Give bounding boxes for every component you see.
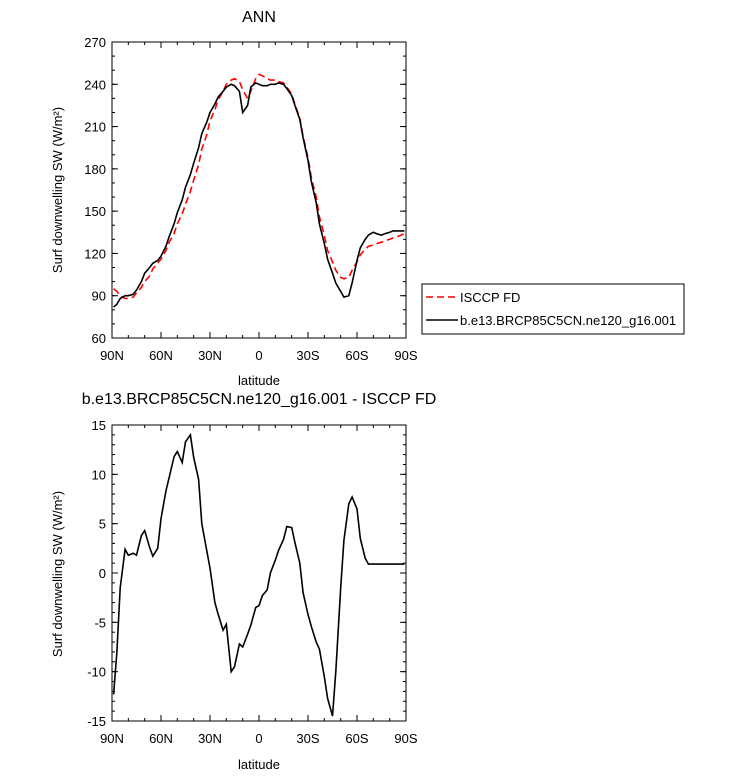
bottom-x-axis-label: latitude: [238, 757, 280, 772]
bottom-y-tick-label: 5: [99, 517, 106, 532]
top-x-tick-label: 0: [255, 348, 262, 363]
bottom-x-tick-label: 90S: [394, 731, 417, 746]
top-y-tick-label: 210: [84, 120, 106, 135]
bottom-x-tick-label: 30S: [296, 731, 319, 746]
bottom-chart-title: b.e13.BRCP85C5CN.ne120_g16.001 - ISCCP F…: [82, 391, 437, 408]
bottom-y-tick-label: 15: [92, 418, 106, 433]
bottom-x-tick-label: 90N: [100, 731, 124, 746]
top-x-tick-label: 30N: [198, 348, 222, 363]
bottom-panel: b.e13.BRCP85C5CN.ne120_g16.001 - ISCCP F…: [50, 391, 436, 772]
top-y-tick-label: 150: [84, 204, 106, 219]
top-x-tick-label: 60S: [345, 348, 368, 363]
bottom-y-axis-label: Surf downwelling SW (W/m²): [50, 491, 65, 657]
bottom-axes: 90N 60N 30N 0 30S 60S 90S -15 -10 -5 0 5 10 15: [87, 418, 418, 746]
bottom-x-tick-label: 60S: [345, 731, 368, 746]
top-y-tick-label: 180: [84, 162, 106, 177]
top-x-tick-label: 60N: [149, 348, 173, 363]
bottom-series-line-0: [112, 432, 405, 717]
top-y-tick-label: 240: [84, 77, 106, 92]
bottom-plot-frame: [111, 424, 407, 722]
top-legend: ISCCP FD b.e13.BRCP85C5CN.ne120_g16.001: [421, 283, 685, 335]
legend-box: [421, 283, 685, 335]
bottom-y-tick-label: -15: [87, 714, 106, 729]
top-axes: 90N 60N 30N 0 30S 60S 90S 60 90 120 150 180 210 240 27…: [84, 35, 418, 363]
top-x-tick-label: 30S: [296, 348, 319, 363]
bottom-y-tick-label: -5: [94, 615, 106, 630]
bottom-x-tick-label: 30N: [198, 731, 222, 746]
top-chart-title: ANN: [242, 9, 276, 26]
top-y-tick-label: 120: [84, 246, 106, 261]
bottom-series: [112, 432, 405, 717]
top-y-axis-label: Surf downwelling SW (W/m²): [50, 107, 65, 273]
bottom-x-tick-label: 0: [255, 731, 262, 746]
bottom-x-tick-label: 60N: [149, 731, 173, 746]
top-x-tick-label: 90S: [394, 348, 417, 363]
bottom-y-tick-label: 0: [99, 566, 106, 581]
top-y-tick-label: 90: [92, 289, 106, 304]
bottom-y-tick-label: -10: [87, 665, 106, 680]
top-panel: ANN 90N 60N 30N 0 30S 60S 90S 60 90 120 150 180 210 2…: [50, 9, 685, 388]
top-plot-frame: [111, 41, 407, 339]
top-y-tick-label: 270: [84, 35, 106, 50]
top-series-line-1: [113, 81, 405, 308]
legend-label-isccp-fd: ISCCP FD: [460, 290, 520, 305]
legend-label-model: b.e13.BRCP85C5CN.ne120_g16.001: [460, 313, 676, 328]
top-series: [113, 73, 405, 308]
top-series-line-0: [113, 73, 405, 300]
top-x-axis-label: latitude: [238, 373, 280, 388]
top-x-tick-label: 90N: [100, 348, 124, 363]
top-y-tick-label: 60: [92, 331, 106, 346]
bottom-y-tick-label: 10: [92, 467, 106, 482]
